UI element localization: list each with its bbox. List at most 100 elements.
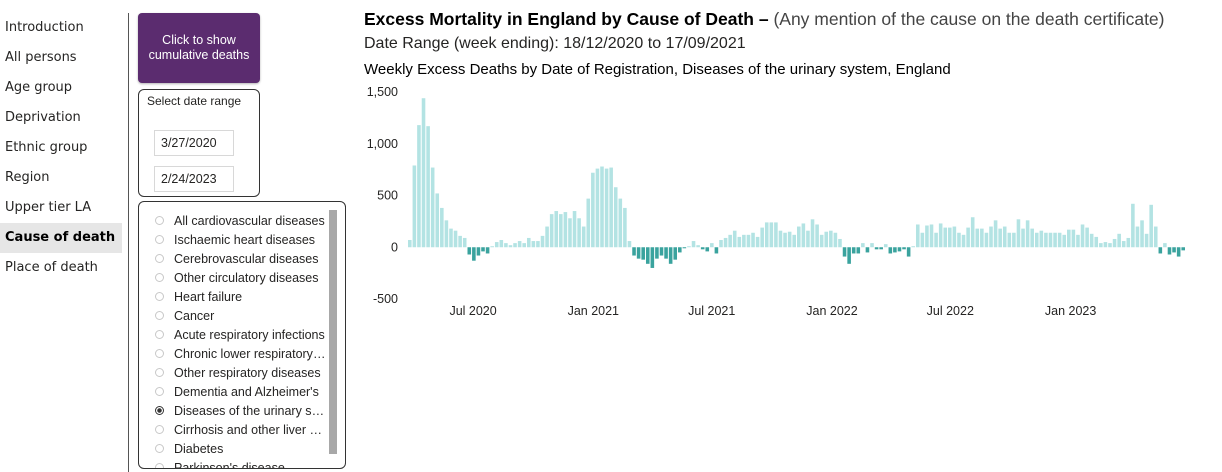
chart-bar[interactable]	[645, 247, 650, 264]
chart-bar[interactable]	[764, 222, 769, 248]
chart-bar[interactable]	[911, 246, 915, 248]
cause-option[interactable]: All cardiovascular diseases	[155, 211, 328, 230]
chart-bar[interactable]	[797, 226, 801, 248]
chart-bar[interactable]	[861, 243, 865, 248]
chart-bar[interactable]	[778, 230, 783, 248]
chart-bar[interactable]	[604, 168, 609, 248]
chart-bar[interactable]	[1002, 226, 1007, 248]
chart-bar[interactable]	[682, 247, 687, 249]
chart-bar[interactable]	[559, 214, 563, 248]
chart-bar[interactable]	[787, 231, 792, 248]
chart-bar[interactable]	[929, 224, 934, 248]
cause-option[interactable]: Acute respiratory infections	[155, 325, 328, 344]
chart-bar[interactable]	[874, 247, 879, 250]
chart-bar[interactable]	[893, 247, 897, 253]
chart-bar[interactable]	[1034, 232, 1039, 248]
chart-bar[interactable]	[696, 245, 700, 248]
chart-bar[interactable]	[1149, 204, 1153, 248]
chart-bar[interactable]	[842, 247, 847, 257]
radio-button-icon[interactable]	[155, 444, 164, 453]
radio-button-icon[interactable]	[155, 216, 164, 225]
chart-bar[interactable]	[591, 172, 595, 248]
chart-bar[interactable]	[609, 167, 613, 248]
chart-bar[interactable]	[435, 193, 440, 248]
chart-bar[interactable]	[1071, 229, 1076, 248]
chart-bar[interactable]	[710, 243, 714, 248]
chart-bar[interactable]	[1044, 232, 1048, 248]
chart-bar[interactable]	[513, 243, 517, 248]
chart-bar[interactable]	[815, 224, 819, 248]
chart-bar[interactable]	[915, 224, 920, 248]
chart-bar[interactable]	[678, 247, 682, 253]
chart-bar[interactable]	[998, 228, 1002, 248]
chart-bar[interactable]	[989, 226, 993, 248]
chart-bar[interactable]	[833, 232, 838, 248]
chart-bar[interactable]	[467, 247, 472, 255]
chart-bar[interactable]	[453, 230, 458, 248]
chart-bar[interactable]	[984, 232, 989, 248]
chart-bar[interactable]	[952, 226, 957, 248]
chart-bar[interactable]	[810, 219, 815, 248]
chart-bar[interactable]	[920, 232, 925, 248]
chart-bar[interactable]	[1067, 229, 1071, 248]
radio-button-icon[interactable]	[155, 406, 164, 415]
cause-list-scrollbar[interactable]	[329, 210, 337, 454]
chart-bar[interactable]	[581, 226, 586, 248]
chart-bar[interactable]	[1121, 241, 1126, 248]
chart-bar[interactable]	[1135, 226, 1140, 248]
chart-bar[interactable]	[1103, 242, 1108, 248]
radio-button-icon[interactable]	[155, 254, 164, 263]
chart-bar[interactable]	[655, 247, 659, 259]
chart-bar[interactable]	[485, 247, 490, 254]
chart-bar[interactable]	[490, 246, 494, 248]
chart-bar[interactable]	[540, 235, 545, 248]
chart-bar[interactable]	[600, 166, 604, 248]
cause-option[interactable]: Chronic lower respiratory diseases	[155, 344, 328, 363]
chart-bar[interactable]	[618, 198, 623, 248]
chart-bar[interactable]	[1131, 203, 1135, 248]
chart-bar[interactable]	[819, 234, 824, 248]
radio-button-icon[interactable]	[155, 235, 164, 244]
chart-bar[interactable]	[925, 225, 929, 248]
start-date-input[interactable]	[154, 130, 234, 156]
chart-bar[interactable]	[504, 243, 508, 248]
chart-bar[interactable]	[1153, 226, 1158, 248]
chart-bar[interactable]	[408, 240, 412, 248]
chart-bar[interactable]	[636, 247, 641, 259]
chart-bar[interactable]	[444, 220, 449, 248]
radio-button-icon[interactable]	[155, 387, 164, 396]
chart-bar[interactable]	[1163, 243, 1167, 248]
chart-bar[interactable]	[938, 223, 943, 248]
chart-bar[interactable]	[494, 242, 499, 248]
chart-bar[interactable]	[865, 247, 870, 253]
chart-bar[interactable]	[1057, 232, 1062, 248]
chart-bar[interactable]	[1076, 234, 1080, 248]
chart-bar[interactable]	[481, 247, 485, 252]
chart-bar[interactable]	[476, 247, 481, 256]
cause-option[interactable]: Heart failure	[155, 287, 328, 306]
chart-bar[interactable]	[980, 228, 984, 248]
chart-bar[interactable]	[1080, 224, 1085, 248]
chart-bar[interactable]	[568, 218, 572, 248]
chart-bar[interactable]	[458, 235, 462, 248]
chart-bar[interactable]	[847, 247, 851, 264]
chart-bar[interactable]	[883, 244, 888, 248]
chart-bar[interactable]	[650, 247, 655, 268]
cause-option[interactable]: Dementia and Alzheimer's	[155, 382, 328, 401]
chart-bar[interactable]	[838, 238, 842, 248]
chart-bar[interactable]	[417, 125, 421, 248]
chart-bar[interactable]	[732, 230, 737, 248]
chart-bar[interactable]	[755, 236, 760, 248]
chart-bar[interactable]	[934, 232, 938, 248]
chart-bar[interactable]	[1172, 247, 1176, 253]
chart-bar[interactable]	[760, 227, 764, 248]
nav-item-upper-tier-la[interactable]: Upper tier LA	[5, 200, 92, 215]
nav-item-deprivation[interactable]: Deprivation	[5, 110, 81, 125]
show-cumulative-deaths-button[interactable]: Click to show cumulative deaths	[138, 13, 260, 83]
chart-bar[interactable]	[1144, 233, 1149, 248]
chart-bar[interactable]	[705, 247, 710, 252]
chart-bar[interactable]	[1140, 220, 1144, 248]
chart-bar[interactable]	[449, 228, 453, 248]
chart-bar[interactable]	[1126, 237, 1131, 248]
chart-bar[interactable]	[888, 247, 893, 254]
